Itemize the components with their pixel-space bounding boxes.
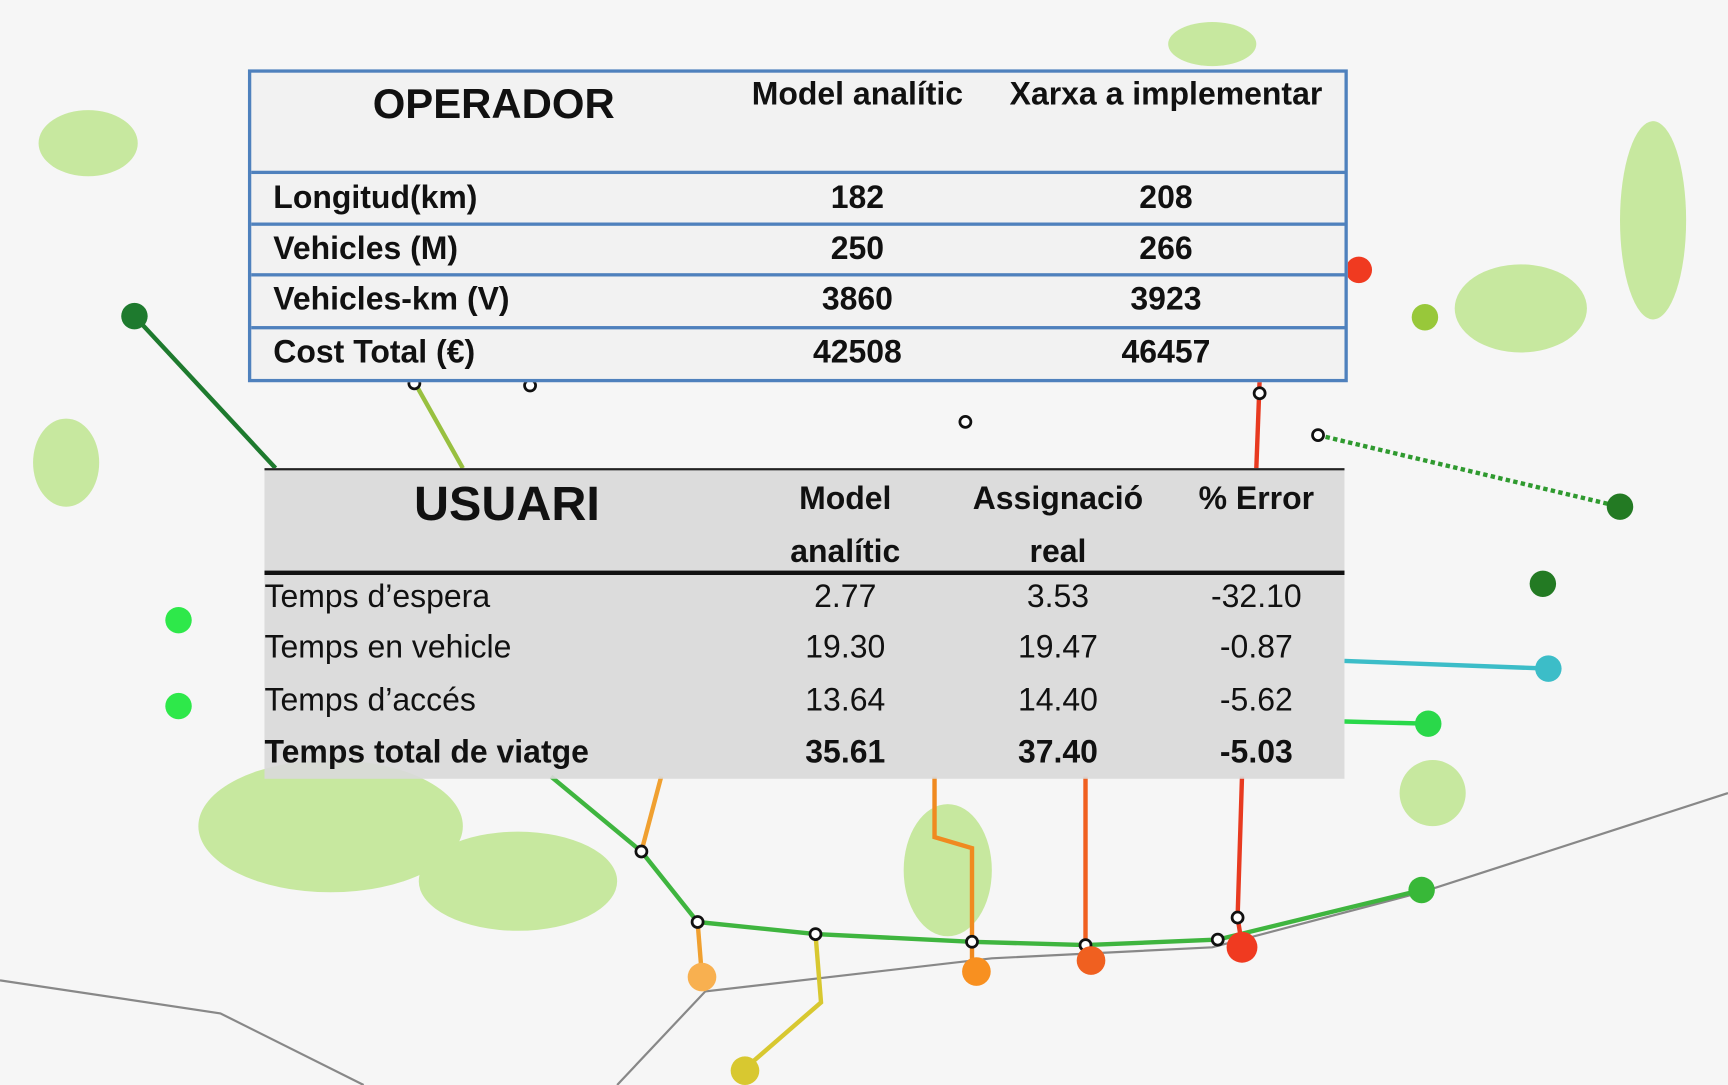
- row-label: Cost Total (€): [273, 334, 476, 371]
- cell: 3.53: [1026, 579, 1090, 615]
- cell: -32.10: [1211, 579, 1302, 615]
- column-header: Model analític: [790, 481, 901, 570]
- column-header: Xarxa a implementar: [1009, 77, 1323, 113]
- row-label: Temps d’accés: [264, 682, 476, 719]
- parks: [33, 22, 1687, 937]
- cell: 266: [1139, 231, 1193, 267]
- cell: 19.30: [805, 630, 886, 666]
- cell: 42508: [812, 334, 902, 371]
- cell: 19.47: [1017, 630, 1098, 666]
- header-rule: [264, 570, 1345, 575]
- cell: -5.62: [1219, 682, 1293, 719]
- cell: 182: [830, 180, 885, 216]
- table-row: Vehicles (M) 250 266: [251, 222, 1345, 274]
- cell: 208: [1139, 180, 1193, 216]
- cell: 3923: [1130, 281, 1202, 318]
- operator-table: OPERADOR Model analític Xarxa a implemen…: [247, 69, 1348, 383]
- table-title: USUARI: [413, 476, 600, 531]
- column-header: % Error: [1198, 481, 1315, 517]
- cell: 13.64: [805, 682, 886, 719]
- row-label: Vehicles (M): [273, 231, 459, 267]
- cell: 250: [830, 231, 885, 267]
- row-label: Temps en vehicle: [264, 630, 512, 666]
- column-header: Assignació real: [972, 481, 1144, 570]
- row-label: Temps d’espera: [264, 579, 491, 615]
- cell: 37.40: [1017, 734, 1098, 770]
- table-row: Vehicles-km (V) 3860 3923: [251, 273, 1345, 326]
- cell: -5.03: [1219, 734, 1293, 770]
- cell: 14.40: [1017, 682, 1098, 719]
- row-label: Longitud(km): [273, 180, 478, 216]
- table-row: Longitud(km) 182 208: [251, 170, 1345, 223]
- cell: 35.61: [805, 734, 886, 770]
- row-label: Vehicles-km (V): [273, 281, 510, 318]
- bus-lines: [132, 314, 1621, 1071]
- column-header: Model analític: [751, 77, 964, 113]
- terminals: [121, 256, 1634, 1085]
- table-row: Cost Total (€) 42508 46457: [251, 326, 1345, 379]
- cell: 3860: [821, 281, 893, 318]
- row-label: Temps total de viatge: [264, 734, 589, 770]
- table-title: OPERADOR: [372, 81, 615, 128]
- cell: -0.87: [1219, 630, 1293, 666]
- cell: 46457: [1121, 334, 1211, 371]
- user-table: USUARI Model analític Assignació real % …: [264, 468, 1345, 779]
- cell: 2.77: [814, 579, 877, 615]
